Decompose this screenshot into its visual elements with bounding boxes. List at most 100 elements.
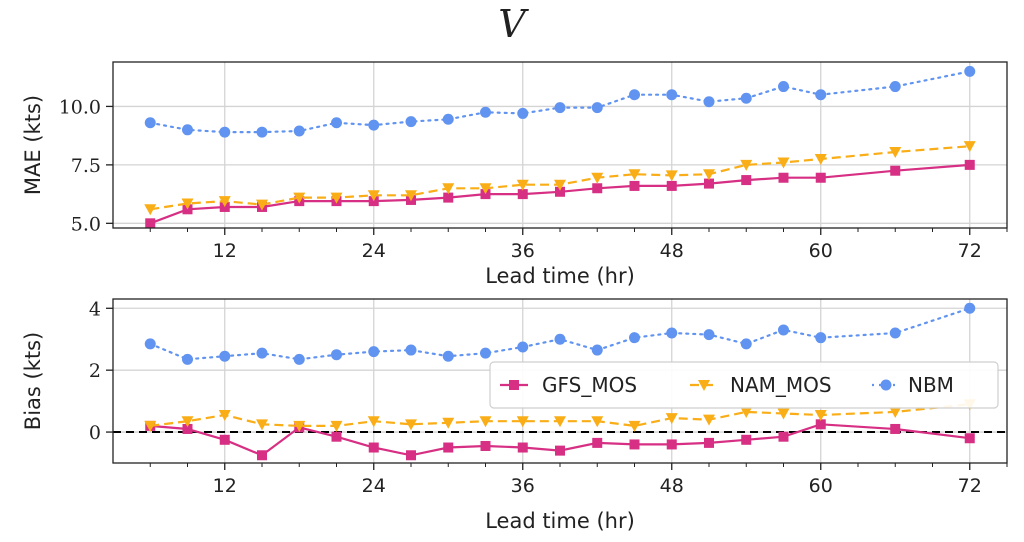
data-point — [963, 141, 976, 153]
data-point — [480, 440, 491, 451]
data-point — [516, 179, 529, 191]
data-point — [703, 414, 715, 426]
panel-mae: 12 24 36 48 60 72 5.0 7.5 10.0 Lead time (hr) MAE … — [21, 61, 1008, 288]
data-point — [777, 157, 790, 169]
data-point — [554, 179, 566, 191]
data-point — [442, 183, 455, 195]
data-point — [964, 65, 976, 77]
data-point — [405, 190, 417, 202]
data-point — [219, 350, 231, 362]
data-point — [144, 117, 156, 129]
data-point — [405, 419, 417, 431]
data-point — [367, 190, 380, 202]
data-point — [293, 125, 305, 137]
data-point — [628, 420, 641, 432]
data-point — [368, 119, 380, 131]
data-point — [703, 96, 715, 108]
data-point — [479, 416, 492, 428]
data-point — [740, 92, 752, 104]
data-point — [293, 420, 306, 432]
legend-marker — [880, 379, 892, 391]
series-gfs-mos — [145, 159, 975, 229]
data-point — [554, 102, 566, 114]
data-point — [442, 417, 455, 429]
data-point — [218, 410, 231, 422]
y-tick-label: 4 — [89, 298, 101, 320]
x-tick-label: 36 — [511, 475, 535, 497]
series-nbm — [144, 302, 976, 365]
data-point — [964, 302, 976, 314]
data-point — [331, 431, 342, 442]
data-point — [666, 180, 677, 191]
x-tick-label: 60 — [809, 240, 833, 262]
data-point — [293, 192, 306, 204]
x-tick-label: 36 — [511, 240, 535, 262]
data-point — [144, 204, 157, 216]
x-tick-label: 48 — [660, 475, 684, 497]
data-point — [256, 419, 268, 431]
legend-label: GFS_MOS — [542, 373, 637, 397]
data-point — [330, 192, 343, 204]
data-point — [889, 406, 902, 418]
data-point — [331, 349, 342, 361]
legend-item-nbm: NBM — [872, 373, 954, 397]
data-point — [405, 344, 417, 356]
legend-item-gfs-mos: GFS_MOS — [500, 373, 637, 397]
figure-title: V — [498, 2, 526, 46]
data-point — [555, 186, 565, 197]
data-point — [368, 442, 379, 453]
x-tick-label: 72 — [958, 475, 982, 497]
data-point — [443, 192, 454, 203]
y-axis-label: Bias (kts) — [21, 332, 45, 430]
data-point — [182, 124, 193, 136]
data-point — [778, 431, 789, 442]
data-point — [777, 408, 790, 420]
x-tick-label: 24 — [362, 240, 386, 262]
data-point — [219, 126, 231, 138]
data-point — [331, 117, 342, 129]
legend-marker — [509, 380, 519, 390]
series-gfs-mos — [145, 419, 975, 461]
data-point — [442, 350, 454, 362]
data-point — [330, 420, 343, 432]
data-point — [517, 341, 529, 353]
x-tick-label: 12 — [213, 240, 237, 262]
data-point — [293, 353, 305, 365]
data-point — [517, 442, 528, 453]
data-point — [368, 346, 380, 358]
y-tick-label: 0 — [89, 422, 101, 444]
data-point — [629, 332, 640, 344]
data-point — [591, 102, 603, 114]
x-tick-label: 24 — [362, 475, 386, 497]
y-axis-label: MAE (kts) — [21, 95, 45, 195]
y-tick-label: 10.0 — [59, 96, 101, 118]
data-point — [815, 89, 827, 101]
data-point — [406, 450, 416, 461]
y-tick-label: 7.5 — [71, 155, 101, 177]
data-point — [665, 170, 678, 182]
data-point — [555, 445, 565, 456]
data-point — [704, 178, 714, 189]
data-point — [181, 416, 194, 428]
data-point — [889, 327, 901, 339]
data-point — [256, 126, 268, 138]
data-point — [740, 159, 753, 171]
data-point — [591, 416, 604, 428]
data-point — [443, 442, 454, 453]
data-point — [591, 344, 603, 356]
x-axis-label: Lead time (hr) — [485, 264, 635, 288]
x-axis-label: Lead time (hr) — [485, 509, 635, 533]
data-point — [778, 324, 789, 336]
data-point — [517, 189, 528, 200]
data-point — [592, 437, 603, 448]
data-point — [778, 81, 789, 93]
data-point — [815, 419, 826, 430]
data-point — [666, 327, 678, 339]
legend: GFS_MOS NAM_MOS NBM — [489, 361, 999, 409]
data-point — [778, 172, 789, 183]
data-point — [703, 169, 715, 181]
data-point — [219, 434, 230, 445]
data-point — [442, 113, 454, 125]
data-point — [480, 106, 491, 118]
